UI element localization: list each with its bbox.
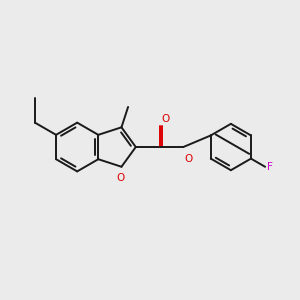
Text: O: O xyxy=(161,114,169,124)
Text: F: F xyxy=(267,162,272,172)
Text: O: O xyxy=(184,154,193,164)
Text: O: O xyxy=(116,173,125,183)
